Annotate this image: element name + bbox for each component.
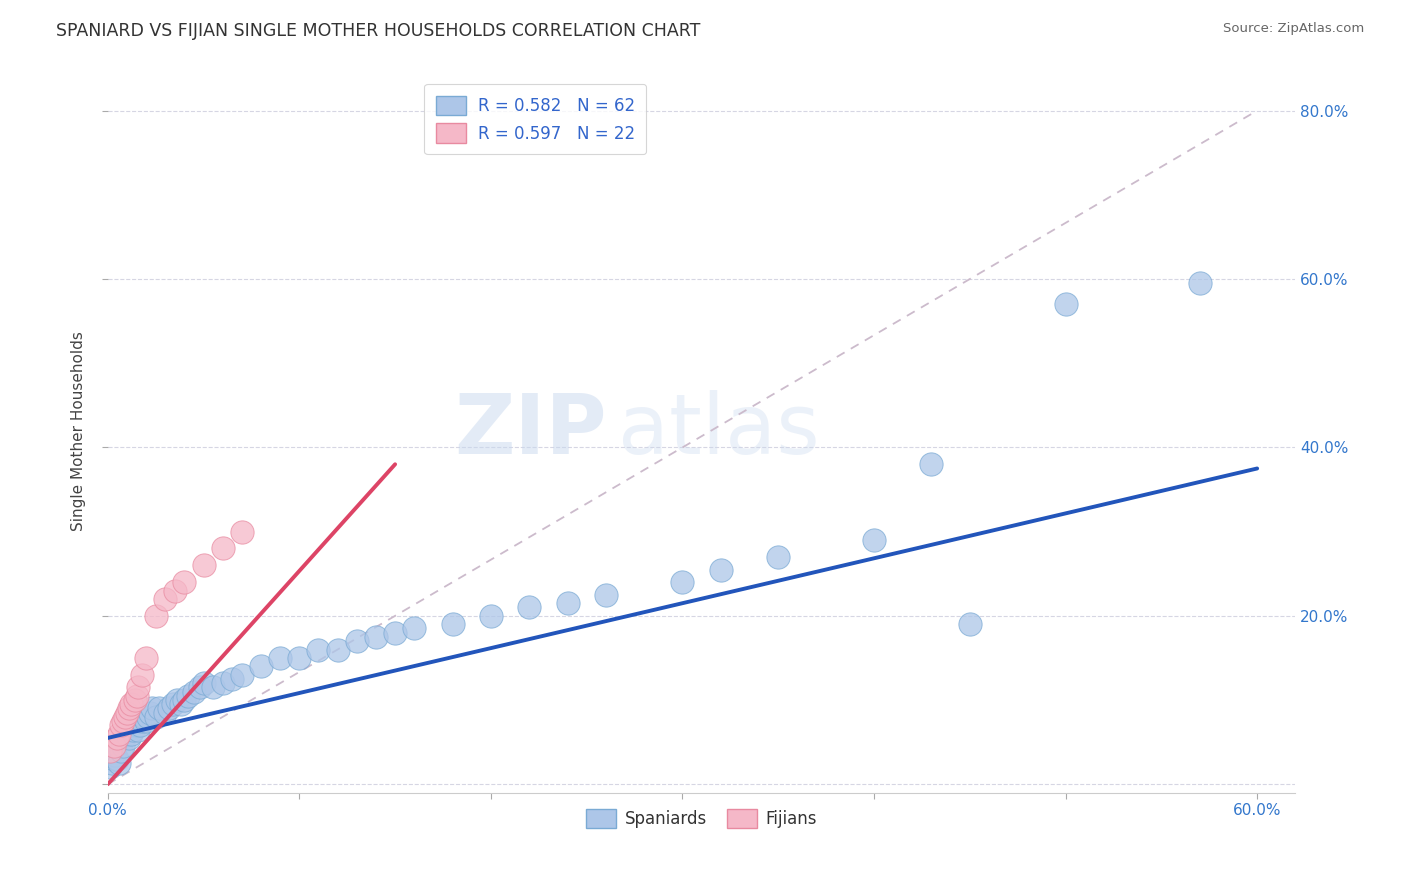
Point [145,608,167,623]
Point [671,575,693,590]
Point [112,714,135,728]
Point [120,718,142,732]
Point [118,701,141,715]
Point [131,714,153,728]
Text: ZIP: ZIP [454,390,606,471]
Point [188,681,211,695]
Point [124,714,146,728]
Point [211,541,233,556]
Point [163,583,186,598]
Point [404,622,426,636]
Point [384,625,406,640]
Point [557,596,579,610]
Point [105,752,128,766]
Text: SPANIARD VS FIJIAN SINGLE MOTHER HOUSEHOLDS CORRELATION CHART: SPANIARD VS FIJIAN SINGLE MOTHER HOUSEHO… [56,22,700,40]
Point [288,651,311,665]
Point [105,731,128,745]
Point [145,710,167,724]
Point [710,562,733,576]
Point [173,575,195,590]
Point [139,706,162,720]
Text: Source: ZipAtlas.com: Source: ZipAtlas.com [1223,22,1364,36]
Point [141,701,163,715]
Point [112,739,135,754]
Point [173,693,195,707]
Point [110,743,132,757]
Text: atlas: atlas [619,390,820,471]
Point [135,651,157,665]
Point [921,457,943,471]
Point [118,731,141,745]
Point [108,756,131,771]
Point [479,608,502,623]
Point [121,723,143,737]
Point [127,681,149,695]
Point [193,558,215,573]
Point [98,760,121,774]
Point [193,676,215,690]
Point [100,756,122,771]
Point [231,667,253,681]
Point [166,693,188,707]
Point [115,723,138,737]
Point [211,676,233,690]
Point [183,684,205,698]
Point [110,718,132,732]
Point [221,672,243,686]
Point [124,693,146,707]
Point [108,727,131,741]
Point [104,747,127,762]
Point [959,617,981,632]
Point [155,706,177,720]
Point [269,651,291,665]
Point [125,689,148,703]
Point [326,642,349,657]
Point [148,701,170,715]
Point [162,698,184,712]
Point [129,718,152,732]
Point [136,710,159,724]
Point [103,739,125,754]
Point [231,524,253,539]
Point [768,549,790,564]
Point [308,642,330,657]
Point [157,701,180,715]
Point [103,752,125,766]
Point [250,659,273,673]
Point [364,630,387,644]
Point [177,689,200,703]
Point [127,723,149,737]
Point [135,714,157,728]
Point [517,600,540,615]
Point [120,727,142,741]
Point [125,718,148,732]
Point [169,698,191,712]
Y-axis label: Single Mother Households: Single Mother Households [72,331,86,531]
Point [202,681,225,695]
Point [115,727,138,741]
Point [131,667,153,681]
Point [863,533,886,547]
Point [134,710,156,724]
Point [120,698,142,712]
Point [441,617,464,632]
Point [1054,297,1077,311]
Point [114,710,136,724]
Point [115,706,138,720]
Point [1188,277,1211,291]
Point [155,592,177,607]
Point [98,743,121,757]
Legend: Spaniards, Fijians: Spaniards, Fijians [579,803,824,835]
Point [346,634,368,648]
Point [595,588,617,602]
